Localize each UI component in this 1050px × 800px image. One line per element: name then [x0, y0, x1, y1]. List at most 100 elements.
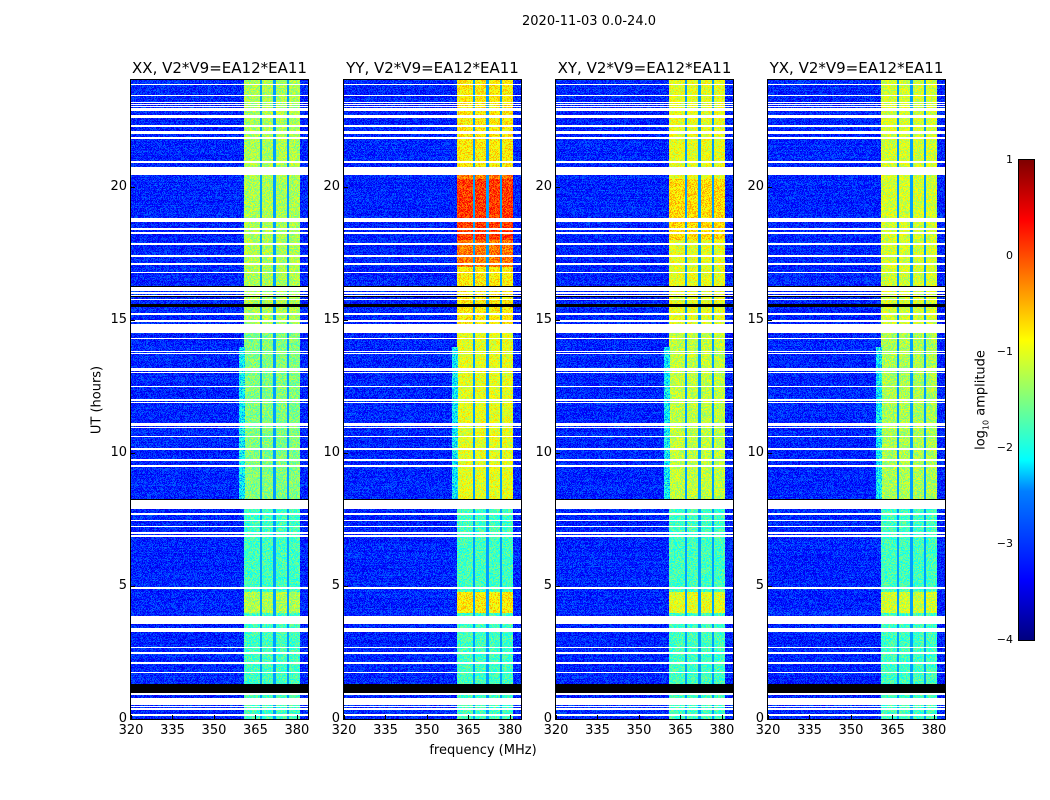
y-tick-mark — [768, 186, 772, 188]
x-tick-label: 335 — [585, 723, 610, 738]
y-tick-label: 10 — [747, 444, 764, 460]
x-tick-mark — [344, 715, 345, 719]
x-tick-mark — [296, 715, 298, 719]
x-tick-mark — [468, 715, 470, 719]
y-tick-mark — [768, 452, 772, 454]
x-tick-mark — [638, 715, 640, 719]
y-tick-label: 20 — [323, 178, 340, 194]
x-tick-label: 320 — [118, 723, 144, 738]
x-axis-label: frequency (MHz) — [429, 743, 537, 758]
y-tick-mark — [556, 452, 560, 454]
x-tick-mark — [509, 715, 511, 719]
x-tick-label: 365 — [880, 723, 905, 738]
y-tick-label: 0 — [755, 711, 764, 726]
y-tick-mark — [556, 319, 560, 321]
y-tick-label: 0 — [331, 711, 340, 726]
x-tick-mark — [131, 715, 132, 719]
waterfall-panel — [343, 79, 522, 720]
x-tick-mark — [255, 715, 257, 719]
y-tick-mark — [768, 319, 772, 321]
waterfall-panel — [130, 79, 309, 720]
x-tick-label: 380 — [497, 723, 523, 738]
y-tick-label: 5 — [118, 577, 127, 593]
x-tick-label: 320 — [543, 723, 569, 738]
y-tick-label: 15 — [323, 311, 340, 327]
heatmap-image — [344, 80, 521, 719]
y-tick-label: 10 — [535, 444, 552, 460]
y-tick-mark — [344, 719, 348, 720]
x-tick-label: 320 — [755, 723, 781, 738]
panel-title: XY, V2*V9=EA12*EA11 — [557, 59, 732, 77]
y-tick-mark — [556, 585, 560, 587]
y-tick-label: 10 — [110, 444, 127, 460]
figure-title: 2020-11-03 0.0-24.0 — [522, 14, 656, 29]
y-tick-label: 10 — [323, 444, 340, 460]
y-tick-label: 0 — [543, 711, 552, 726]
waterfall-panel — [767, 79, 946, 720]
x-tick-mark — [385, 715, 387, 719]
x-tick-label: 350 — [838, 723, 864, 738]
x-tick-label: 365 — [668, 723, 693, 738]
y-tick-mark — [131, 186, 135, 188]
y-tick-label: 15 — [535, 311, 552, 327]
y-tick-label: 15 — [110, 311, 127, 327]
x-tick-label: 350 — [201, 723, 227, 738]
x-tick-label: 350 — [414, 723, 440, 738]
y-tick-mark — [131, 585, 135, 587]
heatmap-image — [131, 80, 308, 719]
panel-title: YX, V2*V9=EA12*EA11 — [769, 59, 944, 77]
y-tick-mark — [556, 186, 560, 188]
x-tick-mark — [213, 715, 215, 719]
y-tick-label: 5 — [543, 577, 552, 593]
x-tick-mark — [768, 715, 769, 719]
y-tick-label: 20 — [535, 178, 552, 194]
y-tick-mark — [344, 452, 348, 454]
y-tick-mark — [344, 319, 348, 321]
panel-title: YY, V2*V9=EA12*EA11 — [346, 59, 519, 77]
y-tick-mark — [768, 585, 772, 587]
y-tick-mark — [556, 719, 560, 720]
waterfall-panel — [555, 79, 734, 720]
y-tick-label: 20 — [747, 178, 764, 194]
y-tick-label: 5 — [755, 577, 764, 593]
x-tick-mark — [556, 715, 557, 719]
colorbar-tick-label: −1 — [996, 345, 1013, 358]
x-tick-label: 380 — [709, 723, 735, 738]
x-tick-label: 365 — [456, 723, 481, 738]
colorbar-tick-label: 0 — [1006, 249, 1013, 262]
y-tick-mark — [131, 452, 135, 454]
y-axis-label: UT (hours) — [89, 365, 105, 435]
y-tick-mark — [344, 585, 348, 587]
colorbar-tick-label: −3 — [996, 537, 1013, 550]
colorbar-tick-label: 1 — [1006, 153, 1013, 166]
y-tick-label: 5 — [331, 577, 340, 593]
x-tick-label: 320 — [331, 723, 357, 738]
y-tick-mark — [131, 319, 135, 321]
y-tick-label: 20 — [110, 178, 127, 194]
x-tick-mark — [597, 715, 599, 719]
colorbar-tick-label: −2 — [996, 441, 1013, 454]
x-tick-label: 380 — [284, 723, 310, 738]
x-tick-mark — [892, 715, 894, 719]
y-tick-mark — [131, 719, 135, 720]
x-tick-label: 335 — [160, 723, 185, 738]
x-tick-label: 335 — [797, 723, 822, 738]
colorbar-tick-label: −4 — [996, 633, 1013, 646]
x-tick-label: 380 — [921, 723, 947, 738]
x-tick-mark — [680, 715, 682, 719]
y-tick-mark — [344, 186, 348, 188]
heatmap-image — [768, 80, 945, 719]
x-tick-mark — [933, 715, 935, 719]
x-tick-mark — [721, 715, 723, 719]
x-tick-label: 350 — [626, 723, 652, 738]
x-tick-label: 365 — [243, 723, 268, 738]
colorbar — [1018, 159, 1035, 641]
y-tick-label: 0 — [118, 711, 127, 726]
x-tick-mark — [809, 715, 811, 719]
x-tick-mark — [172, 715, 174, 719]
colorbar-label: log10 amplitude — [973, 350, 991, 450]
x-tick-label: 335 — [373, 723, 398, 738]
x-tick-mark — [426, 715, 428, 719]
x-tick-mark — [850, 715, 852, 719]
